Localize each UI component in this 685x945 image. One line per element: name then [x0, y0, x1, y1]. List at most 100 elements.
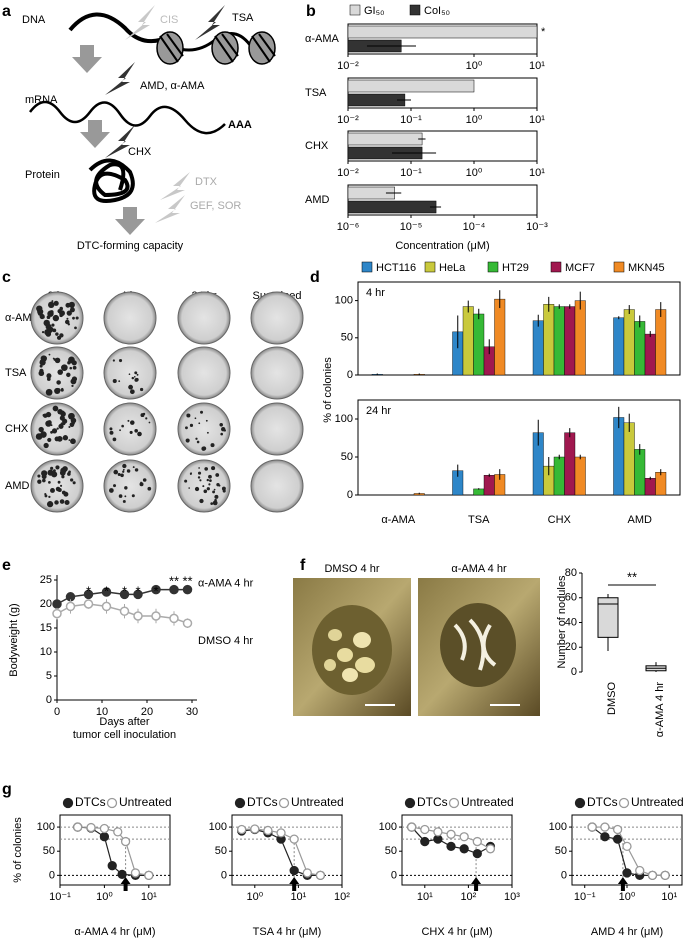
colony: [61, 490, 66, 495]
x-tick-label: 10⁰: [466, 167, 483, 179]
colony: [66, 310, 72, 316]
colony: [124, 495, 127, 498]
x-tick-label: 10⁻²: [337, 167, 359, 179]
point: [52, 599, 62, 609]
colony: [131, 494, 135, 498]
colony: [122, 463, 127, 469]
colony: [122, 499, 126, 503]
point: [472, 836, 482, 847]
colony: [38, 426, 44, 433]
colony: [57, 480, 61, 484]
row-label: AMD: [5, 480, 30, 492]
point: [119, 606, 130, 616]
legend-label: DTCs: [417, 795, 448, 809]
legend-label: Untreated: [631, 795, 684, 809]
x-tick-label: DMSO: [606, 682, 618, 715]
colony: [131, 376, 135, 380]
annotation: **: [627, 569, 637, 584]
x-tick-label: 10⁻¹: [400, 114, 422, 126]
legend-swatch: [424, 261, 436, 273]
x-tick-label: TSA: [468, 514, 490, 526]
colony: [57, 336, 60, 340]
bolt: [195, 5, 225, 40]
colony: [128, 373, 131, 376]
colony: [137, 431, 142, 437]
y-tick-label: 0: [49, 869, 55, 881]
y-tick-label: 100: [335, 295, 353, 307]
colony: [134, 428, 138, 433]
plate: [103, 459, 157, 513]
x-tick-label: 10²: [460, 891, 476, 903]
point: [101, 601, 112, 612]
bar: [634, 449, 646, 496]
colony: [199, 498, 204, 504]
y-tick-label: 100: [209, 821, 227, 833]
photo-title: α-AMA 4 hr: [451, 563, 507, 575]
colony: [185, 426, 188, 430]
legend-marker: [278, 797, 290, 809]
bar: [553, 306, 565, 376]
axes-frame: [59, 814, 171, 886]
bar: [613, 417, 625, 496]
arrow: [471, 877, 482, 891]
x-tick-label: 30: [186, 706, 198, 718]
point: [420, 836, 430, 847]
bar: [347, 93, 406, 107]
bar: [564, 432, 576, 496]
point: [600, 822, 610, 832]
colony: [212, 500, 218, 506]
panel-label: g: [2, 781, 12, 798]
x-tick-label: α-AMA: [381, 514, 416, 526]
colony: [57, 487, 62, 493]
legend-swatch: [361, 261, 373, 273]
colony: [212, 490, 216, 494]
point: [289, 865, 299, 876]
colony: [218, 484, 221, 487]
colony: [136, 373, 139, 376]
panel-label: a: [2, 3, 11, 20]
point: [587, 822, 597, 832]
colony: [47, 326, 54, 333]
label: AMD, α-AMA: [140, 80, 205, 92]
label: TSA: [232, 12, 254, 24]
arrow: [617, 877, 628, 891]
colony: [197, 476, 201, 479]
colony: [215, 473, 220, 477]
colony: [122, 470, 125, 473]
y-tick-label: 0: [347, 489, 353, 501]
colony: [40, 431, 47, 438]
bar: [655, 309, 667, 376]
x-tick-label: 10⁻²: [337, 114, 359, 126]
colony: [223, 429, 227, 432]
colony: [68, 412, 75, 420]
point: [315, 870, 326, 880]
x-axis-label: TSA 4 hr (μM): [253, 926, 322, 938]
point: [133, 589, 143, 600]
colony: [50, 424, 53, 427]
x-tick-label: 10: [96, 706, 108, 718]
legend-label: DTCs: [247, 795, 278, 809]
colony: [201, 446, 206, 451]
plate: [103, 291, 157, 345]
colony: [121, 424, 124, 428]
colony: [52, 469, 56, 473]
legend-swatch: [409, 4, 421, 16]
point: [647, 870, 658, 880]
colony: [67, 361, 71, 365]
colony: [130, 420, 135, 425]
colony: [204, 467, 208, 471]
plate: [250, 346, 304, 400]
panel-label: e: [2, 557, 11, 574]
y-tick-label: 50: [555, 845, 567, 857]
colony: [206, 487, 210, 491]
point: [182, 584, 193, 595]
colony: [59, 484, 63, 487]
colony: [48, 301, 55, 309]
colony: [211, 466, 216, 471]
point: [622, 841, 632, 852]
colony: [44, 493, 47, 496]
colony: [132, 466, 135, 469]
legend-label: CoI₅₀: [424, 5, 450, 17]
plate: [103, 346, 157, 400]
colony: [58, 423, 64, 429]
